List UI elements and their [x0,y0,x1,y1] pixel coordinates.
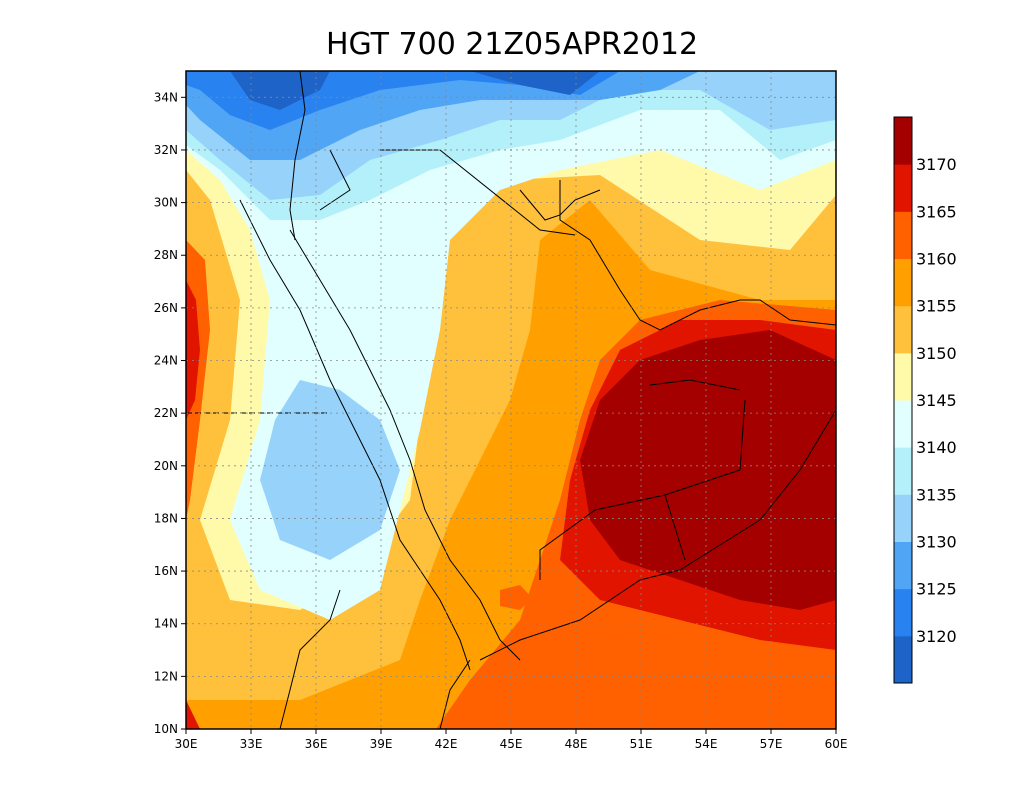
x-tick-label: 39E [370,737,393,751]
colorbar-label: 3155 [916,297,957,316]
contour-fill-3170-corner [186,700,200,729]
colorbar-label: 3140 [916,438,957,457]
colorbar-label: 3150 [916,344,957,363]
y-tick-label: 30N [154,196,178,210]
colorbar-label: 3165 [916,202,957,221]
colorbar-swatch [894,258,912,307]
map-title: HGT 700 21Z05APR2012 [326,27,698,62]
y-tick-label: 18N [154,511,178,525]
colorbar-label: 3145 [916,391,957,410]
y-tick-label: 10N [154,722,178,736]
y-tick-label: 32N [154,143,178,157]
colorbar-label: 3160 [916,250,957,269]
y-tick-label: 26N [154,301,178,315]
colorbar-swatch [894,400,912,448]
colorbar-swatch [894,117,912,165]
colorbar-swatch [894,211,912,259]
colorbar-swatch [894,541,912,590]
contour-fill-3175 [580,330,836,610]
height-map [185,70,837,730]
y-tick-label: 14N [154,617,178,631]
x-tick-label: 57E [760,737,783,751]
y-tick-label: 24N [154,354,178,368]
x-tick-label: 36E [305,737,328,751]
x-tick-label: 60E [825,737,848,751]
y-tick-label: 16N [154,564,178,578]
colorbar-swatch [894,305,912,354]
contour-fill-3165-southwest [436,620,836,729]
colorbar-swatch [894,494,912,542]
x-tick-label: 33E [240,737,263,751]
y-tick-label: 20N [154,459,178,473]
map-grid [186,71,836,729]
colorbar-swatch [894,635,912,684]
colorbar-swatch [894,352,912,401]
x-tick-label: 51E [630,737,653,751]
y-tick-label: 34N [154,90,178,104]
contour-fill-3120-east [470,71,600,95]
x-tick-label: 45E [500,737,523,751]
latitude-axis: 10N 12N 14N 16N 18N 20N 22N 24N 26N 28N 30N 32N 34N [154,90,186,736]
x-tick-label: 42E [435,737,458,751]
contour-fill-3165-west [186,280,200,420]
colorbar-swatch [894,588,912,637]
colorbar-frame [893,116,913,684]
colorbar-swatch [894,447,912,495]
colorbar-label: 3170 [916,155,957,174]
longitude-axis: 30E 33E 36E 39E 42E 45E 48E 51E 54E 57E 60E [175,729,848,751]
colorbar-label: 3135 [916,485,957,504]
y-tick-label: 22N [154,406,178,420]
x-tick-label: 30E [175,737,198,751]
colorbar-label: 3125 [916,580,957,599]
colorbar-label: 3120 [916,627,957,646]
x-tick-label: 48E [565,737,588,751]
y-tick-label: 28N [154,248,178,262]
colorbar: 3120 3125 3130 3135 3140 3145 3150 3155 3160 3165… [893,116,957,684]
colorbar-label: 3130 [916,533,957,552]
x-tick-label: 54E [695,737,718,751]
y-tick-label: 12N [154,669,178,683]
contour-fill-3165-islet [500,585,532,610]
contour-fill-3140-south [260,380,400,560]
contour-fill-3120 [230,71,330,110]
colorbar-swatch [894,164,912,212]
